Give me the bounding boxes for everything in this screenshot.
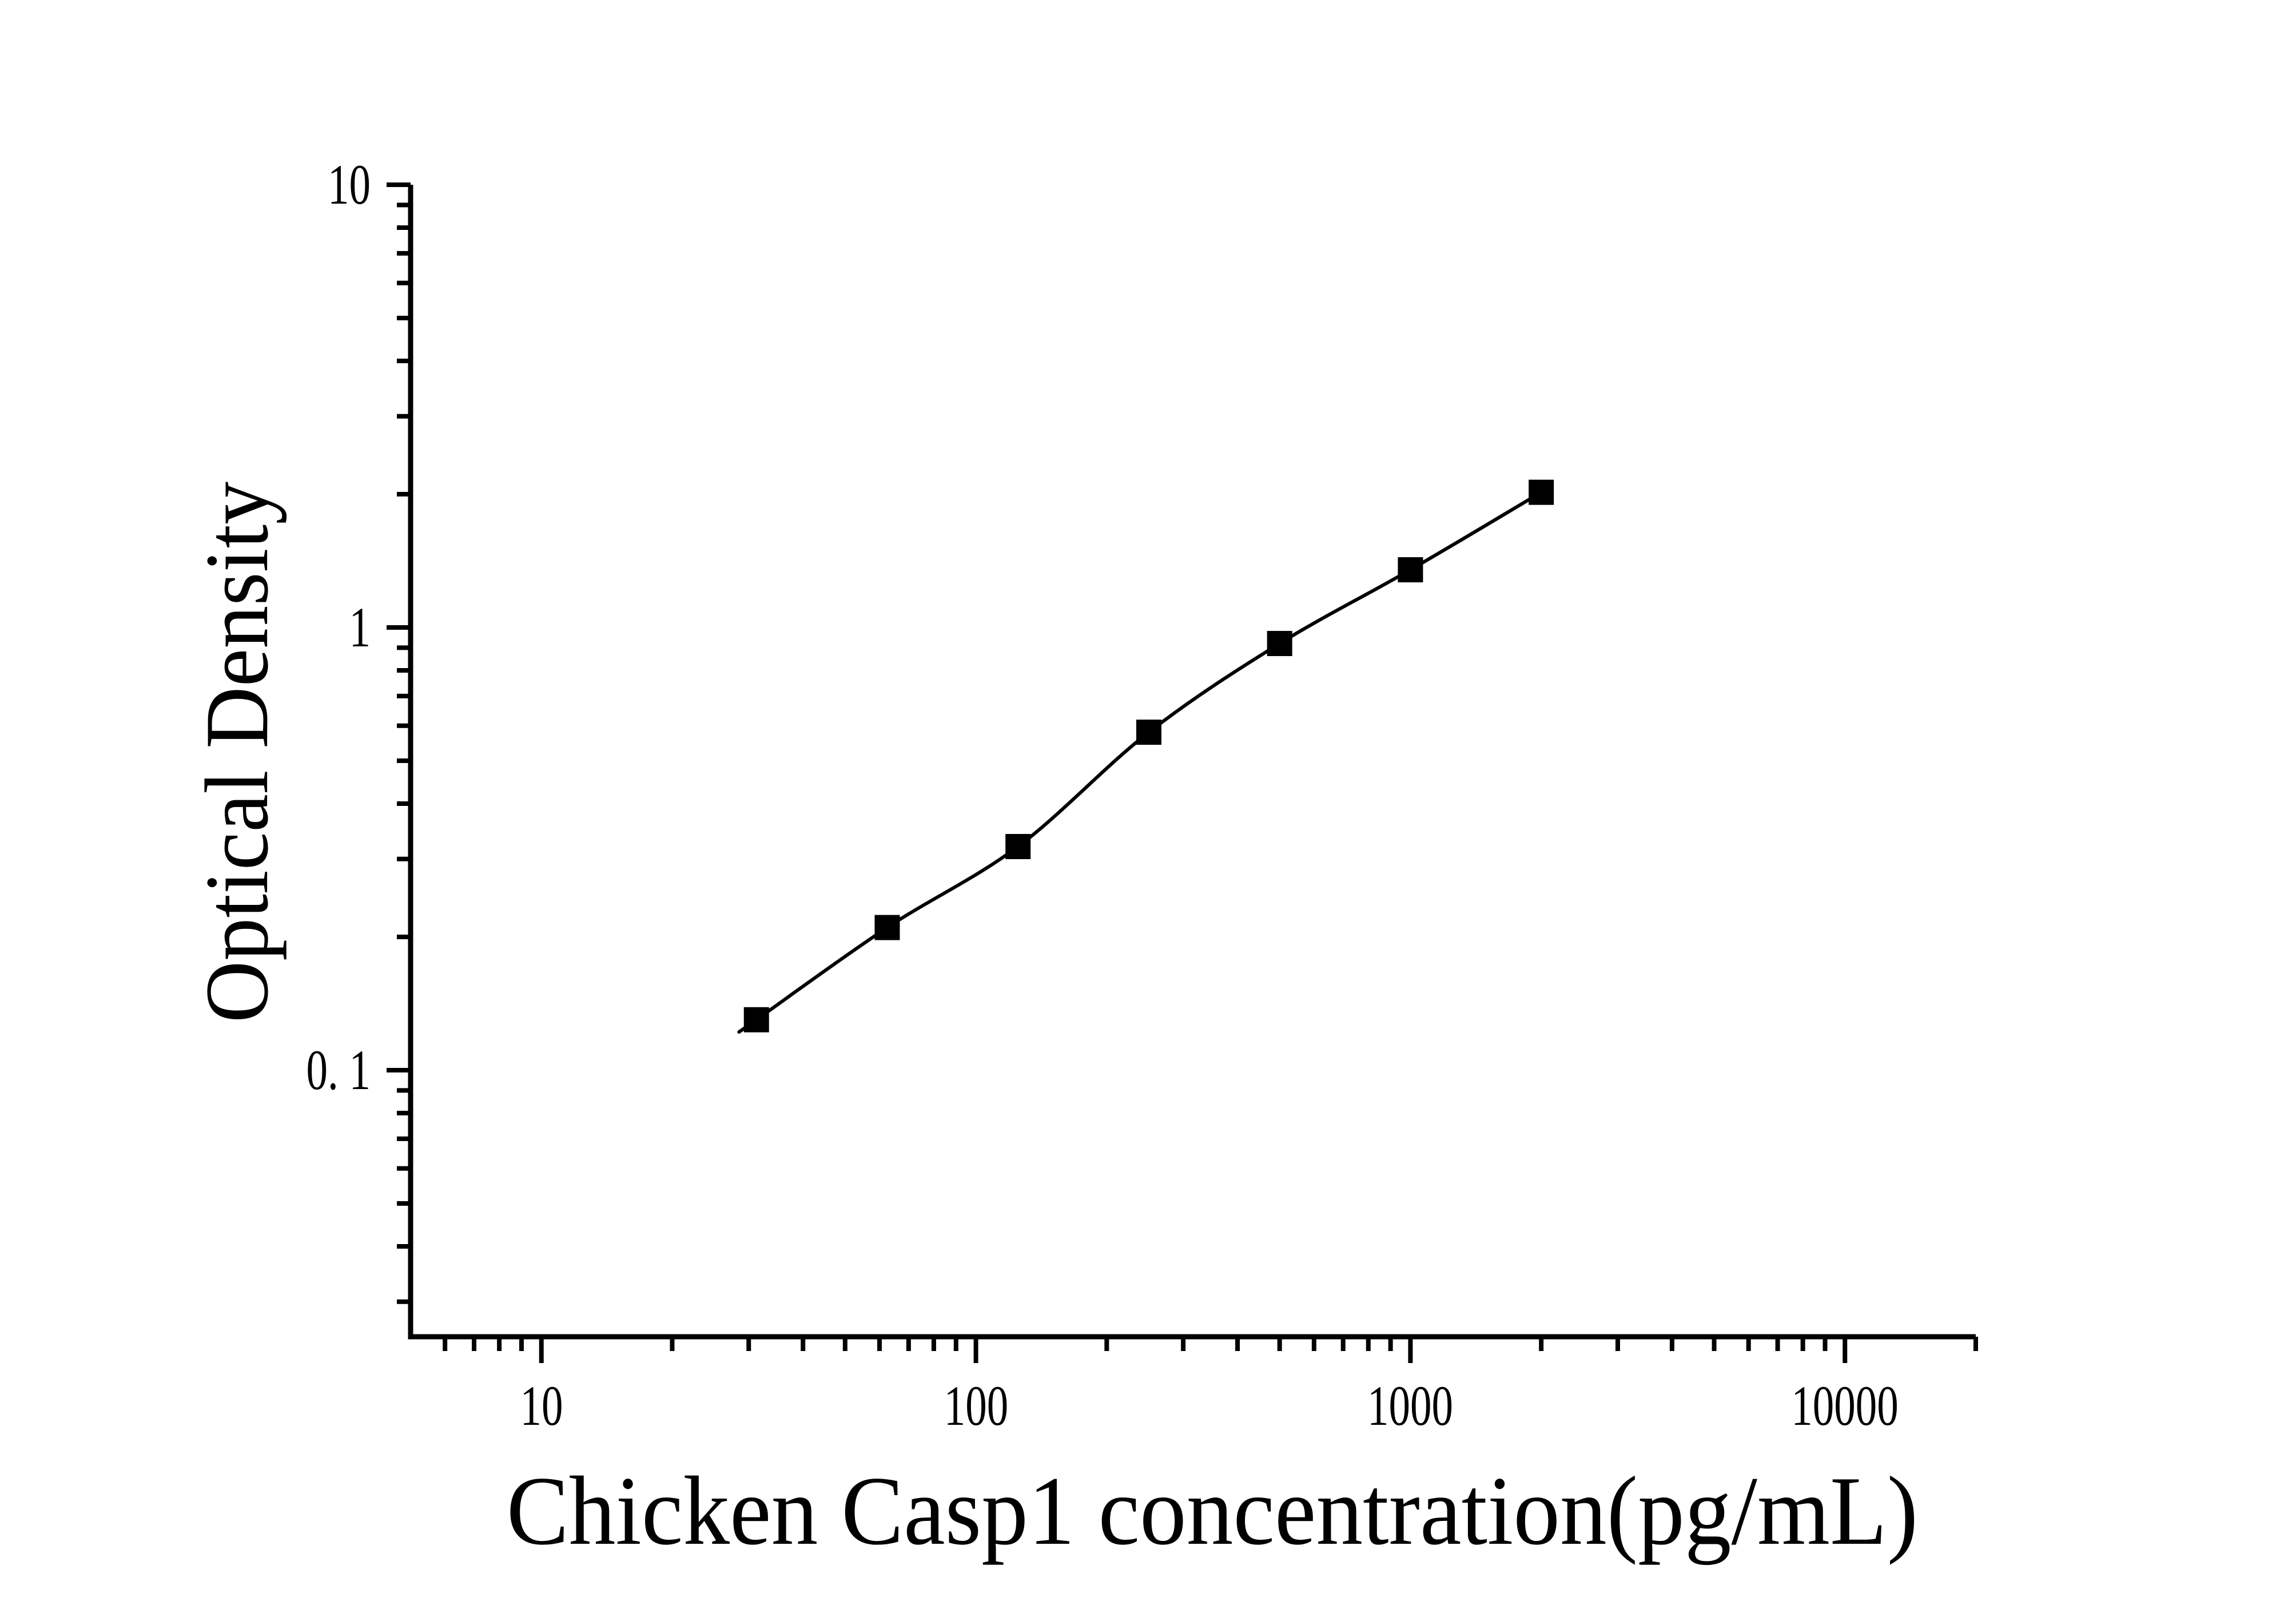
data-point-marker xyxy=(1005,834,1031,860)
x-tick-label-100: 100 xyxy=(944,1374,1009,1437)
y-axis-title: Optical Density xyxy=(187,481,288,1023)
data-point-marker xyxy=(743,1007,769,1032)
x-tick-label-10: 10 xyxy=(520,1374,563,1437)
x-tick-label-10000: 10000 xyxy=(1791,1374,1899,1437)
data-point-marker xyxy=(874,915,900,940)
data-point-marker xyxy=(1267,631,1292,657)
y-tick-label-1: 1 xyxy=(349,595,371,659)
y-tick-label-0.1: 0. 1 xyxy=(306,1038,371,1102)
data-point-marker xyxy=(1529,479,1554,505)
y-tick-label-10: 10 xyxy=(328,153,371,216)
data-point-marker xyxy=(1136,720,1161,745)
axis-spines xyxy=(408,185,1976,1340)
x-tick-label-1000: 1000 xyxy=(1367,1374,1453,1437)
x-axis-title: Chicken Casp1 concentration(pg/mL) xyxy=(506,1457,1919,1566)
data-point-marker xyxy=(1398,557,1423,583)
